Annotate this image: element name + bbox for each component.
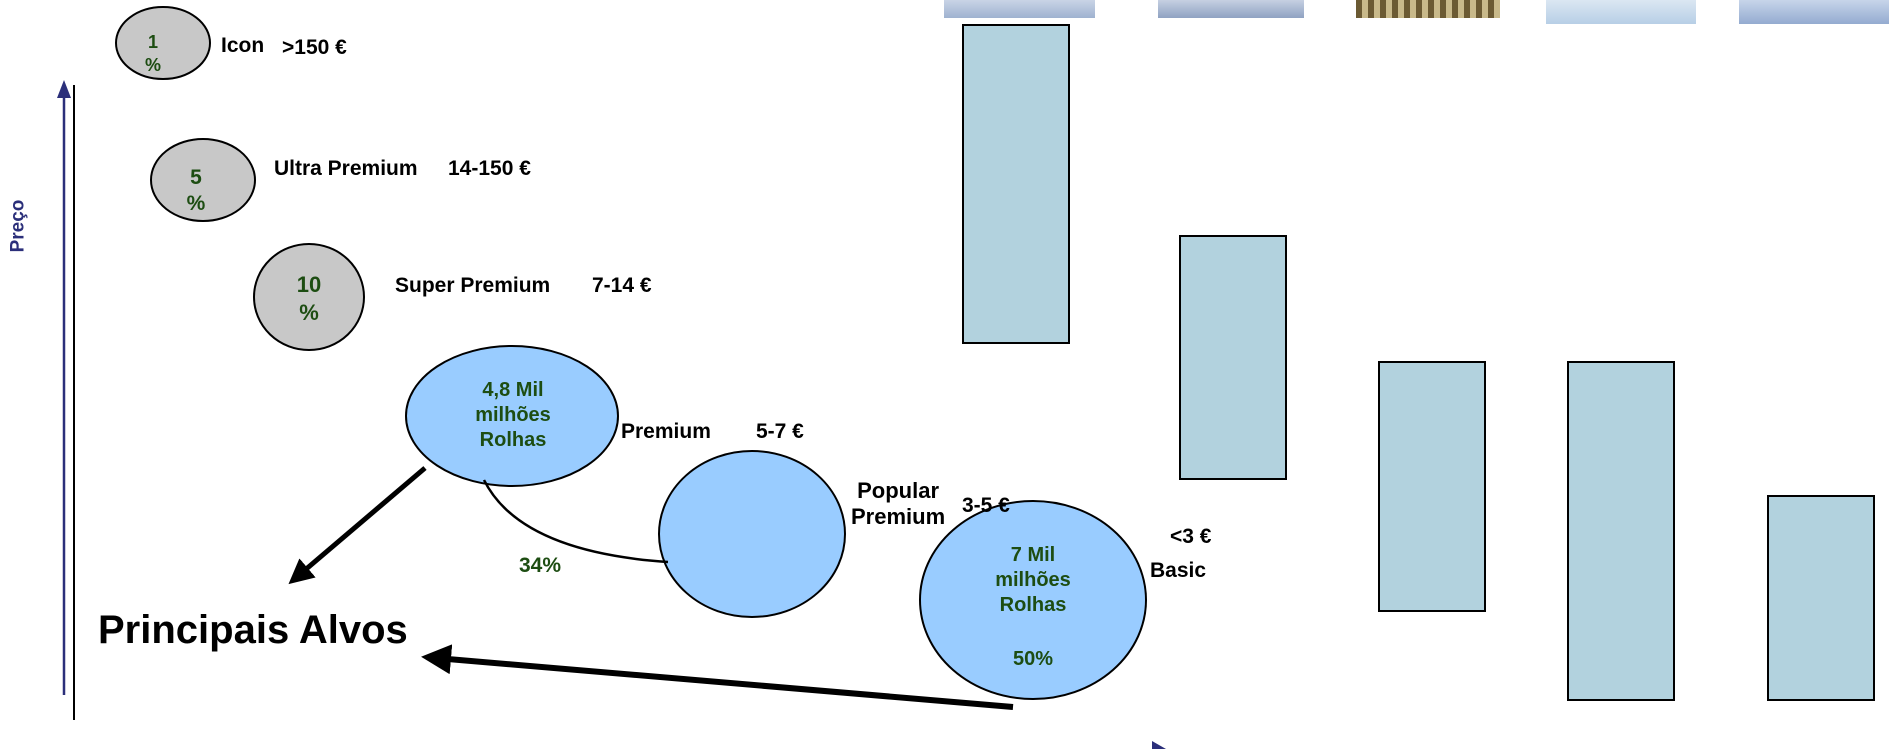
ultra-premium-share-number: 5: [190, 166, 202, 189]
popular-premium-segment-name: Popular Premium: [851, 478, 945, 531]
premium-target-arrow: [288, 466, 427, 585]
popular-premium-segment-ellipse: [658, 450, 846, 618]
premium-segment-ellipse: [405, 345, 619, 487]
icon-segment-ellipse: [115, 6, 211, 80]
ultra-premium-segment-ellipse: [150, 138, 256, 222]
popular-premium-name-line1: Popular: [857, 478, 940, 503]
premium-volume-line2: milhões: [475, 404, 551, 426]
ultra-premium-share-value: 5 %: [181, 165, 211, 218]
premium-volume-line3: Rolhas: [479, 429, 547, 451]
basic-volume-text: 7 Mil milhões Rolhas: [973, 543, 1093, 618]
premium-volume-line1: 4,8 Mil: [482, 379, 544, 401]
popular-premium-name-line2: Premium: [851, 504, 946, 530]
volume-bar-4: [1567, 361, 1675, 701]
basic-segment-ellipse: [919, 500, 1147, 700]
premium-volume-text: 4,8 Mil milhões Rolhas: [452, 378, 574, 453]
icon-share-percent: %: [144, 54, 161, 75]
basic-segment-price: <3 €: [1170, 525, 1212, 548]
basic-volume-line2: milhões: [995, 569, 1071, 591]
basic-share-value: 50%: [1012, 648, 1054, 670]
ultra-premium-segment-name: Ultra Premium: [274, 157, 418, 180]
combined-share-value: 34%: [518, 554, 562, 577]
premium-segment-price: 5-7 €: [756, 420, 804, 443]
super-premium-segment-price: 7-14 €: [592, 274, 652, 297]
product-photo-5: [1739, 0, 1889, 24]
principais-alvos-label: Principais Alvos: [98, 608, 408, 652]
super-premium-share-percent: %: [299, 299, 319, 325]
combined-share-bracket: [482, 479, 669, 564]
price-axis-title: Preço: [7, 199, 29, 253]
basic-segment-name: Basic: [1150, 559, 1207, 582]
product-photo-2: [1158, 0, 1304, 18]
ultra-premium-share-percent: %: [186, 192, 206, 216]
premium-segment-name: Premium: [621, 420, 711, 443]
volume-bar-5: [1767, 495, 1875, 701]
product-photo-1: [944, 0, 1095, 18]
basic-target-arrow: [421, 644, 1014, 710]
icon-share-value: 1 %: [141, 31, 165, 76]
product-photo-4: [1546, 0, 1696, 24]
super-premium-segment-ellipse: [253, 243, 365, 351]
basic-volume-line1: 7 Mil: [1010, 544, 1056, 566]
basic-volume-line3: Rolhas: [999, 594, 1067, 616]
horizontal-axis-arrowhead: [1152, 741, 1166, 749]
icon-segment-price: >150 €: [282, 36, 347, 59]
super-premium-share-number: 10: [296, 272, 322, 297]
super-premium-segment-name: Super Premium: [395, 274, 551, 297]
super-premium-share-value: 10 %: [289, 271, 329, 326]
icon-segment-name: Icon: [221, 34, 265, 57]
volume-bar-3: [1378, 361, 1486, 612]
ultra-premium-segment-price: 14-150 €: [448, 157, 531, 180]
volume-bar-1: [962, 24, 1070, 344]
popular-premium-segment-price: 3-5 €: [962, 494, 1010, 517]
volume-bar-2: [1179, 235, 1287, 480]
icon-share-number: 1: [147, 32, 158, 52]
product-photo-3: [1356, 0, 1500, 18]
price-axis-arrowhead: [57, 80, 71, 98]
